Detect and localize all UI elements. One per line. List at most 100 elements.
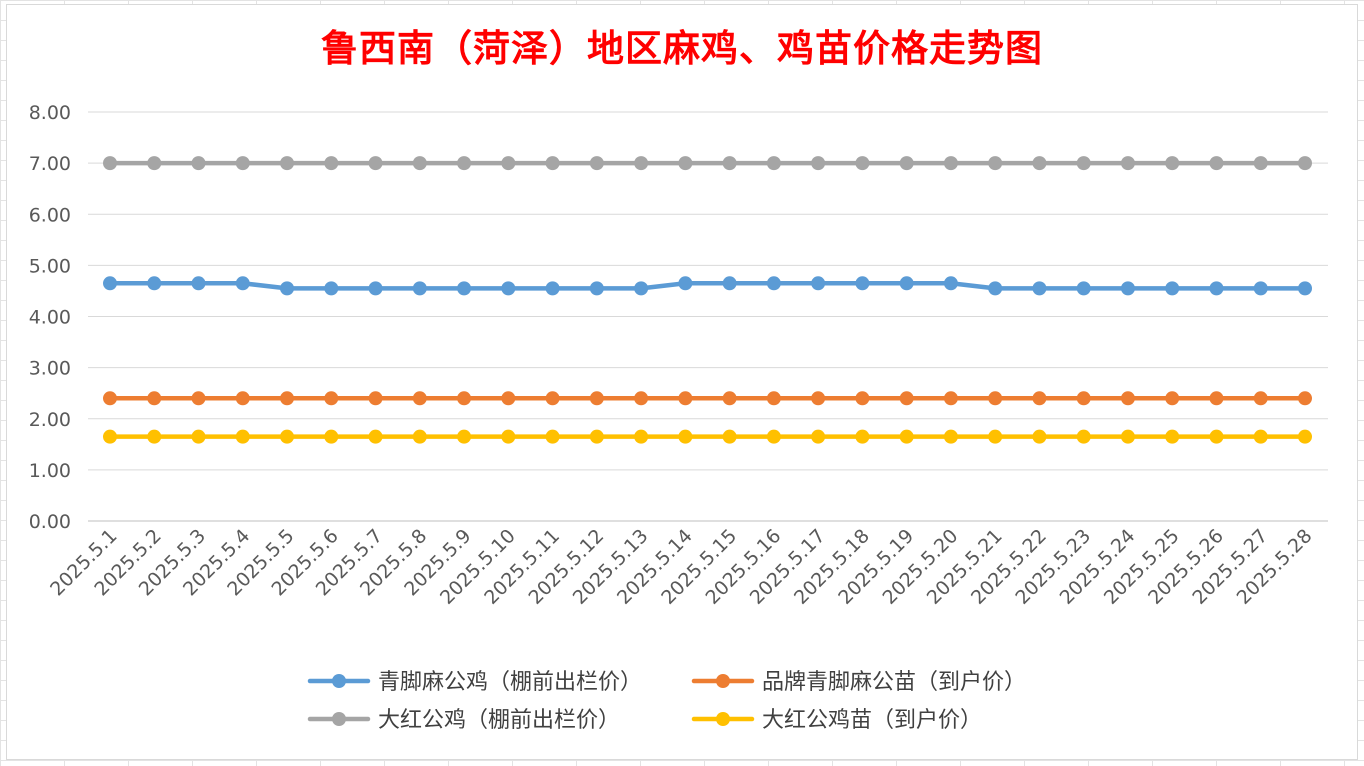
data-point[interactable] (988, 156, 1003, 171)
data-point[interactable] (280, 156, 295, 171)
data-point[interactable] (899, 429, 914, 444)
data-point[interactable] (1253, 391, 1268, 406)
data-point[interactable] (545, 156, 560, 171)
data-point[interactable] (235, 391, 250, 406)
data-point[interactable] (1298, 429, 1312, 444)
data-point[interactable] (324, 429, 339, 444)
data-point[interactable] (988, 391, 1003, 406)
data-point[interactable] (943, 156, 958, 171)
data-point[interactable] (368, 429, 383, 444)
data-point[interactable] (766, 391, 781, 406)
data-point[interactable] (811, 391, 826, 406)
data-point[interactable] (501, 429, 516, 444)
data-point[interactable] (589, 156, 604, 171)
data-point[interactable] (235, 276, 250, 291)
data-point[interactable] (1298, 281, 1312, 296)
data-point[interactable] (899, 276, 914, 291)
data-point[interactable] (1165, 281, 1180, 296)
data-point[interactable] (191, 276, 206, 291)
data-point[interactable] (855, 429, 870, 444)
data-point[interactable] (1298, 391, 1312, 406)
data-point[interactable] (589, 281, 604, 296)
data-point[interactable] (678, 276, 693, 291)
data-point[interactable] (1165, 429, 1180, 444)
data-point[interactable] (722, 391, 737, 406)
data-point[interactable] (103, 276, 117, 291)
data-point[interactable] (457, 156, 472, 171)
data-point[interactable] (368, 156, 383, 171)
data-point[interactable] (899, 391, 914, 406)
data-point[interactable] (811, 156, 826, 171)
data-point[interactable] (235, 156, 250, 171)
legend-item[interactable]: 大红公鸡苗（到户价） (691, 708, 982, 733)
data-point[interactable] (634, 281, 649, 296)
data-point[interactable] (589, 391, 604, 406)
data-point[interactable] (103, 429, 117, 444)
data-point[interactable] (1209, 429, 1224, 444)
data-point[interactable] (1032, 281, 1047, 296)
data-point[interactable] (412, 429, 427, 444)
data-point[interactable] (501, 391, 516, 406)
data-point[interactable] (943, 429, 958, 444)
data-point[interactable] (1076, 391, 1091, 406)
data-point[interactable] (545, 391, 560, 406)
data-point[interactable] (147, 391, 162, 406)
data-point[interactable] (280, 391, 295, 406)
data-point[interactable] (722, 429, 737, 444)
data-point[interactable] (1209, 281, 1224, 296)
data-point[interactable] (1120, 281, 1135, 296)
data-point[interactable] (191, 429, 206, 444)
data-point[interactable] (678, 156, 693, 171)
legend-item[interactable]: 品牌青脚麻公苗（到户价） (691, 670, 1026, 695)
data-point[interactable] (1298, 156, 1312, 171)
data-point[interactable] (191, 391, 206, 406)
data-point[interactable] (899, 156, 914, 171)
data-point[interactable] (1120, 391, 1135, 406)
data-point[interactable] (1032, 156, 1047, 171)
data-point[interactable] (1120, 429, 1135, 444)
data-point[interactable] (235, 429, 250, 444)
data-point[interactable] (412, 281, 427, 296)
data-point[interactable] (943, 391, 958, 406)
data-point[interactable] (1076, 156, 1091, 171)
data-point[interactable] (811, 276, 826, 291)
data-point[interactable] (1209, 156, 1224, 171)
data-point[interactable] (766, 276, 781, 291)
data-point[interactable] (412, 391, 427, 406)
data-point[interactable] (324, 391, 339, 406)
data-point[interactable] (457, 429, 472, 444)
data-point[interactable] (368, 391, 383, 406)
data-point[interactable] (1032, 429, 1047, 444)
data-point[interactable] (855, 391, 870, 406)
data-point[interactable] (103, 156, 117, 171)
data-point[interactable] (1032, 391, 1047, 406)
chart-area[interactable] (6, 4, 1358, 760)
data-point[interactable] (457, 391, 472, 406)
data-point[interactable] (280, 429, 295, 444)
data-point[interactable] (147, 429, 162, 444)
data-point[interactable] (722, 276, 737, 291)
data-point[interactable] (1253, 281, 1268, 296)
data-point[interactable] (457, 281, 472, 296)
data-point[interactable] (1076, 429, 1091, 444)
data-point[interactable] (634, 391, 649, 406)
data-point[interactable] (545, 281, 560, 296)
data-point[interactable] (811, 429, 826, 444)
data-point[interactable] (943, 276, 958, 291)
data-point[interactable] (1165, 391, 1180, 406)
data-point[interactable] (589, 429, 604, 444)
data-point[interactable] (324, 281, 339, 296)
data-point[interactable] (412, 156, 427, 171)
data-point[interactable] (722, 156, 737, 171)
data-point[interactable] (1165, 156, 1180, 171)
data-point[interactable] (766, 429, 781, 444)
data-point[interactable] (1253, 156, 1268, 171)
data-point[interactable] (501, 156, 516, 171)
data-point[interactable] (1209, 391, 1224, 406)
data-point[interactable] (678, 429, 693, 444)
data-point[interactable] (766, 156, 781, 171)
data-point[interactable] (1253, 429, 1268, 444)
legend-item[interactable]: 大红公鸡（棚前出栏价） (307, 708, 620, 733)
data-point[interactable] (678, 391, 693, 406)
data-point[interactable] (191, 156, 206, 171)
